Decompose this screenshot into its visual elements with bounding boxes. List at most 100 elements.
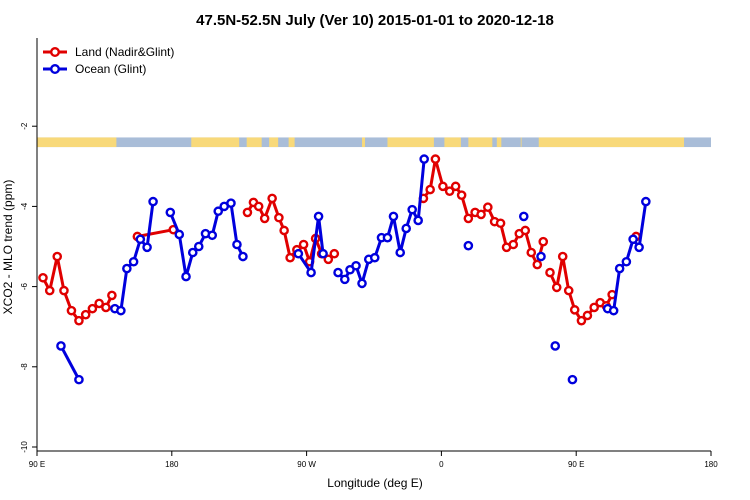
x-tick-label: 90 W xyxy=(297,460,316,469)
data-point xyxy=(538,236,549,247)
data-point xyxy=(306,267,316,278)
data-point xyxy=(456,190,467,200)
x-tick-label: 180 xyxy=(704,460,718,469)
land-band-segment xyxy=(246,137,262,148)
data-point xyxy=(56,341,66,351)
land-band-segment xyxy=(288,137,295,148)
y-tick-label: -6 xyxy=(20,283,29,291)
data-point xyxy=(128,256,139,267)
legend-land-marker xyxy=(50,47,61,58)
data-point xyxy=(382,232,393,243)
data-point xyxy=(74,315,84,326)
series-line-segment xyxy=(297,214,325,275)
data-point xyxy=(323,254,334,265)
data-point xyxy=(357,278,367,289)
data-point xyxy=(313,211,324,222)
x-tick-label: 90 E xyxy=(568,460,584,469)
series-line-segment xyxy=(114,201,155,313)
data-point xyxy=(293,248,304,259)
land-band-segment xyxy=(444,137,461,148)
land-band-segment xyxy=(191,137,240,148)
data-point xyxy=(38,272,48,283)
data-point xyxy=(483,202,493,213)
data-point xyxy=(52,251,63,262)
data-point xyxy=(407,204,417,215)
land-band-segment xyxy=(269,137,279,148)
series-line-segment xyxy=(168,201,245,279)
y-axis-ticks: -10 -8 -6 -4 -2 xyxy=(20,122,37,453)
data-point xyxy=(536,251,546,262)
data-point xyxy=(116,305,126,316)
data-point xyxy=(267,193,277,204)
data-point xyxy=(614,263,625,274)
series-line-segment xyxy=(336,158,426,285)
data-point xyxy=(181,271,191,282)
data-point xyxy=(430,154,441,164)
data-point xyxy=(463,213,474,224)
data-point xyxy=(213,206,224,217)
land-band-segment xyxy=(496,137,502,148)
data-point xyxy=(87,303,98,314)
data-point xyxy=(279,225,289,236)
data-point xyxy=(339,274,350,285)
data-point xyxy=(59,285,69,296)
data-point xyxy=(142,242,152,253)
data-point xyxy=(226,198,236,208)
data-point xyxy=(634,242,644,253)
data-point xyxy=(285,252,295,263)
land-band-segment xyxy=(520,137,522,148)
data-point xyxy=(351,260,361,271)
data-point xyxy=(80,309,91,320)
legend: Land (Nadir&Glint) Ocean (Glint) xyxy=(43,45,174,76)
data-point xyxy=(174,229,185,240)
data-point xyxy=(413,215,423,226)
y-tick-label: -2 xyxy=(20,122,29,130)
series-line-segment xyxy=(59,345,81,381)
data-point xyxy=(567,374,578,385)
x-axis-ticks: 90 E 180 90 W 0 90 E 180 xyxy=(29,451,718,469)
data-point xyxy=(329,248,340,259)
data-point xyxy=(238,251,248,262)
land-band-segment xyxy=(37,137,117,148)
data-point xyxy=(94,298,104,309)
data-point xyxy=(532,259,543,270)
series-line-segment xyxy=(137,228,174,238)
series-land xyxy=(38,154,641,326)
legend-land-label: Land (Nadir&Glint) xyxy=(75,45,174,59)
data-point xyxy=(395,247,406,258)
data-point xyxy=(259,213,270,224)
data-point xyxy=(628,234,638,245)
legend-ocean-label: Ocean (Glint) xyxy=(75,62,146,76)
data-point xyxy=(333,267,343,278)
x-tick-label: 90 E xyxy=(29,460,45,469)
x-tick-label: 180 xyxy=(165,460,179,469)
land-band-segment xyxy=(468,137,493,148)
data-point xyxy=(444,186,455,196)
data-point xyxy=(122,263,132,274)
data-point xyxy=(508,239,519,250)
data-point xyxy=(641,196,651,207)
data-point xyxy=(298,239,309,250)
data-point xyxy=(148,196,158,207)
y-axis-label: XCO2 - MLO trend (ppm) xyxy=(1,180,15,315)
data-point xyxy=(193,241,204,252)
data-point xyxy=(101,302,111,313)
data-point xyxy=(318,248,328,259)
plot-frame xyxy=(36,38,711,452)
series-group xyxy=(38,154,651,385)
data-point xyxy=(608,305,619,316)
data-point xyxy=(401,223,412,234)
data-point xyxy=(419,154,429,164)
data-point xyxy=(107,290,117,301)
data-point xyxy=(463,240,474,251)
data-point xyxy=(582,310,593,321)
data-point xyxy=(495,218,506,229)
data-point xyxy=(476,209,486,220)
legend-ocean-marker xyxy=(50,63,61,74)
data-point xyxy=(450,181,461,192)
data-point xyxy=(253,201,264,212)
data-point xyxy=(557,251,568,262)
ocean-band xyxy=(37,137,711,148)
data-point xyxy=(438,181,448,192)
